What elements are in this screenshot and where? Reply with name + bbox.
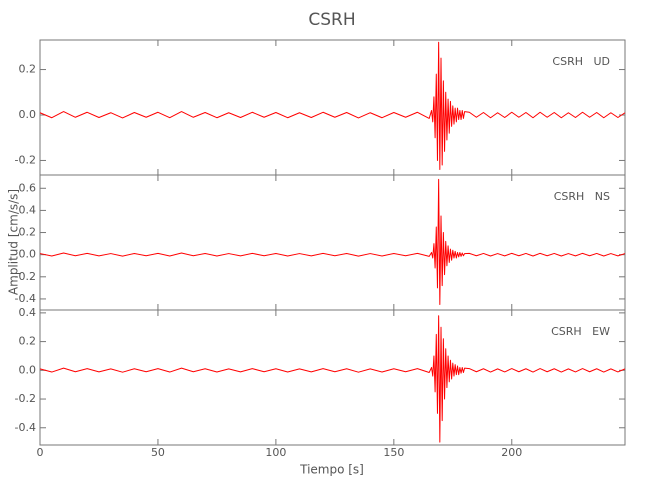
panel-frame bbox=[39, 309, 626, 446]
x-tick-label: 0 bbox=[37, 446, 44, 459]
x-axis-label: Tiempo [s] bbox=[299, 463, 364, 477]
y-axis-label: Amplitud [cm/s/s] bbox=[7, 189, 21, 295]
y-tick-label: 0.4 bbox=[19, 203, 37, 216]
y-tick-label: -0.2 bbox=[15, 270, 36, 283]
panel-frame bbox=[39, 174, 626, 311]
y-tick-label: 0.0 bbox=[19, 108, 37, 121]
x-tick-label: 150 bbox=[383, 446, 404, 459]
y-tick-label: 0.0 bbox=[19, 248, 37, 261]
y-tick-label: -0.4 bbox=[15, 421, 36, 434]
y-tick-label: -0.4 bbox=[15, 292, 36, 305]
y-tick-label: 0.2 bbox=[19, 63, 37, 76]
panel-label: CSRH UD bbox=[552, 55, 610, 68]
y-tick-label: 0.4 bbox=[19, 306, 37, 319]
x-tick-label: 100 bbox=[265, 446, 286, 459]
trace bbox=[39, 315, 626, 443]
x-tick-label: 50 bbox=[151, 446, 165, 459]
y-tick-label: -0.2 bbox=[15, 153, 36, 166]
panel-label: CSRH NS bbox=[554, 190, 610, 203]
y-tick-label: 0.2 bbox=[19, 226, 37, 239]
trace bbox=[39, 178, 626, 305]
y-tick-label: 0.2 bbox=[19, 335, 37, 348]
x-tick-label: 200 bbox=[501, 446, 522, 459]
y-tick-label: 0.0 bbox=[19, 363, 37, 376]
y-tick-label: 0.6 bbox=[19, 181, 37, 194]
panel-frame bbox=[39, 39, 626, 176]
trace bbox=[39, 41, 626, 171]
y-tick-label: -0.2 bbox=[15, 392, 36, 405]
chart-title: CSRH bbox=[308, 10, 355, 30]
panel-label: CSRH EW bbox=[551, 325, 610, 338]
